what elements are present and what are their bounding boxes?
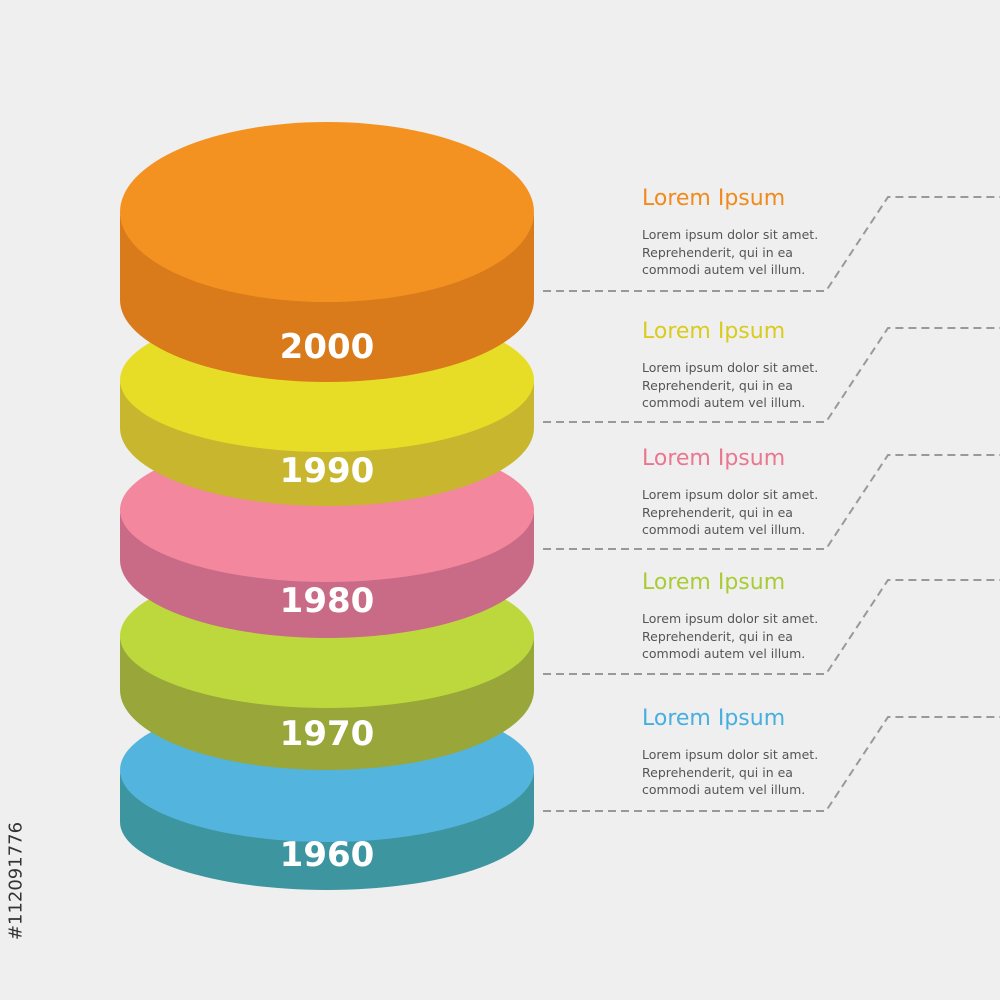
info-text-line: commodi autem vel illum. (642, 262, 806, 277)
year-label: 1970 (280, 714, 375, 754)
info-block-2000: Lorem Ipsum Lorem ipsum dolor sit amet. … (642, 186, 842, 279)
info-text-line: commodi autem vel illum. (642, 646, 806, 661)
layer-2000: 2000 (120, 122, 534, 382)
info-text-line: commodi autem vel illum. (642, 782, 806, 797)
leader-line (543, 327, 1000, 423)
info-text-line: commodi autem vel illum. (642, 395, 806, 410)
year-label: 1990 (280, 451, 375, 491)
info-text-line: Lorem ipsum dolor sit amet. (642, 360, 819, 375)
info-text-line: Lorem ipsum dolor sit amet. (642, 747, 819, 762)
leader-lines (543, 196, 1000, 812)
info-block-1990: Lorem Ipsum Lorem ipsum dolor sit amet. … (642, 319, 842, 412)
leader-line (543, 579, 1000, 675)
info-text-line: Reprehenderit, qui in ea (642, 377, 793, 393)
info-text-line: Reprehenderit, qui in ea (642, 764, 793, 780)
leader-line (543, 716, 1000, 812)
year-label: 1980 (280, 581, 375, 621)
info-title: Lorem Ipsum (642, 570, 786, 595)
leader-line (543, 196, 1000, 292)
info-title: Lorem Ipsum (642, 319, 786, 344)
info-text-line: Lorem ipsum dolor sit amet. (642, 487, 819, 502)
year-label: 1960 (280, 835, 375, 875)
info-text-line: Reprehenderit, qui in ea (642, 504, 793, 520)
stock-id-text: #112091776 (5, 821, 27, 941)
stock-id-label: #112091776 (2, 770, 30, 992)
info-text-line: Lorem ipsum dolor sit amet. (642, 227, 819, 242)
info-block-1960: Lorem Ipsum Lorem ipsum dolor sit amet. … (642, 706, 842, 799)
layer-top (120, 122, 534, 302)
info-block-1970: Lorem Ipsum Lorem ipsum dolor sit amet. … (642, 570, 842, 663)
year-label: 2000 (280, 327, 375, 367)
info-text-line: Reprehenderit, qui in ea (642, 244, 793, 260)
info-text-line: Lorem ipsum dolor sit amet. (642, 611, 819, 626)
info-title: Lorem Ipsum (642, 706, 786, 731)
info-title: Lorem Ipsum (642, 186, 786, 211)
leader-line (543, 454, 1000, 550)
info-text-line: commodi autem vel illum. (642, 522, 806, 537)
info-text-line: Reprehenderit, qui in ea (642, 628, 793, 644)
info-title: Lorem Ipsum (642, 446, 786, 471)
info-block-1980: Lorem Ipsum Lorem ipsum dolor sit amet. … (642, 446, 842, 539)
